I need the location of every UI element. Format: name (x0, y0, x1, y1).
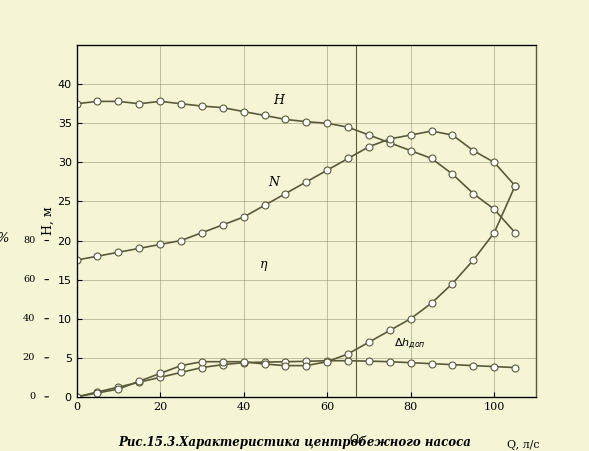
Y-axis label: H, м: H, м (42, 207, 55, 235)
Text: $\Delta h_{доп}$: $\Delta h_{доп}$ (394, 336, 426, 351)
Text: Рис.15.3.Характеристика центробежного насоса: Рис.15.3.Характеристика центробежного на… (118, 436, 471, 450)
Text: 80: 80 (23, 236, 35, 245)
Text: Q, л/с: Q, л/с (507, 440, 540, 450)
Text: 0: 0 (29, 392, 35, 401)
Text: $Q_н$: $Q_н$ (349, 432, 364, 446)
Text: 60: 60 (23, 275, 35, 284)
Text: η,%: η,% (0, 232, 10, 245)
Text: 20: 20 (23, 353, 35, 362)
Text: η: η (260, 258, 268, 271)
Text: H: H (273, 94, 284, 107)
Text: 40: 40 (23, 314, 35, 323)
Text: N: N (269, 176, 280, 189)
